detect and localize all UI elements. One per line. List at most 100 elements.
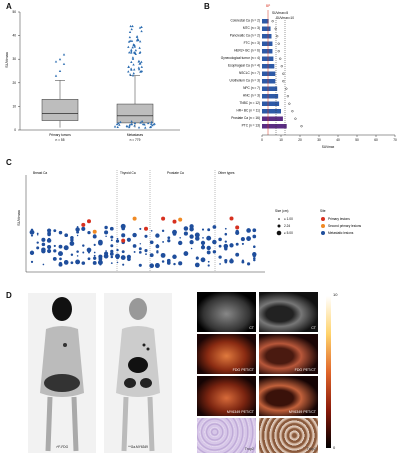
panel-a-outlier: [149, 125, 153, 128]
panel-c-point: [126, 254, 131, 259]
panel-b-xtick: 30: [317, 138, 321, 142]
panel-b-point: [276, 35, 279, 38]
panel-a-outlier: [118, 123, 121, 126]
panel-c-point: [105, 235, 107, 238]
panel-a-outlier: [119, 120, 122, 124]
panel-a-outlier: [140, 29, 143, 33]
ct-label-1: CT: [249, 326, 254, 330]
panel-b-bar: [262, 49, 273, 54]
panel-a-outlier: [138, 26, 142, 29]
panel-c-point: [190, 247, 193, 250]
panel-a-outlier: [137, 66, 141, 69]
panel-a-outlier: [132, 51, 136, 54]
panel-c-point: [235, 230, 240, 235]
panel-c-point: [212, 239, 217, 245]
panel-b-xtick: 40: [336, 138, 340, 142]
panel-a-outlier: [146, 121, 150, 125]
panel-a-outlier: [130, 60, 133, 64]
panel-a-outlier: [139, 50, 142, 54]
panel-a-ytick: 10: [12, 104, 16, 108]
panel-c-point: [87, 219, 91, 224]
panel-c-point: [63, 260, 69, 265]
panel-a-outlier: [133, 44, 136, 47]
panel-c-point: [190, 239, 193, 242]
panel-c-point: [29, 229, 35, 235]
panel-c-point: [172, 254, 177, 260]
panel-c-point: [212, 225, 217, 229]
panel-a-outlier: [137, 68, 141, 71]
panel-c-point: [172, 219, 177, 224]
panel-a-outlier: [133, 68, 136, 71]
panel-a-ytick: 30: [12, 57, 16, 61]
panel-c-point: [224, 240, 227, 243]
panel-c-point: [109, 252, 114, 256]
panel-b-point: [286, 95, 289, 98]
panel-a-outlier: [54, 60, 58, 63]
panel-c-point: [87, 248, 91, 253]
panel-a-outlier: [128, 30, 132, 33]
panel-c-point: [36, 246, 40, 250]
panel-c-point: [160, 252, 166, 258]
panel-b-bar: [262, 34, 272, 39]
panel-b-point: [285, 87, 288, 90]
panel-a-outlier: [54, 74, 58, 77]
panel-c-point: [47, 237, 51, 241]
panel-a-outlier: [62, 62, 66, 65]
panel-c-point: [58, 251, 63, 257]
panel-a-outlier: [137, 126, 141, 129]
panel-a-outlier: [117, 122, 120, 125]
panel-a-outlier: [116, 125, 119, 129]
panel-b-bar: [262, 109, 281, 114]
panel-a-outlier: [138, 46, 141, 49]
panel-c-point: [155, 233, 160, 238]
panel-c-point: [194, 232, 200, 238]
panel-b-category-label: MTC (n = 3): [243, 26, 260, 30]
panel-a-outlier: [140, 69, 144, 73]
panel-c-point: [93, 254, 96, 257]
panel-a-group1-label: Primary tumors: [49, 133, 71, 137]
panel-a-outlier: [141, 122, 145, 126]
panel-b-bar: [262, 116, 283, 121]
trop2-label-1: Trop2: [244, 447, 254, 451]
panel-c-point: [93, 234, 97, 238]
panel-c-point: [47, 248, 52, 254]
panel-c-point: [120, 223, 126, 229]
panel-c-point: [36, 232, 39, 235]
panel-c-point: [229, 258, 234, 264]
panel-c-point: [161, 260, 165, 263]
panel-a-box: [41, 99, 79, 121]
trop2-histology-2: Trop2: [259, 418, 318, 453]
panel-a-outlier: [135, 35, 139, 38]
panel-c-point: [93, 251, 96, 254]
panel-c-point: [30, 260, 34, 263]
panel-b-category-label: NPC (n = 7): [243, 86, 260, 90]
panel-a-outlier: [133, 124, 136, 127]
panel-c-point: [75, 227, 80, 232]
panel-c-point: [224, 232, 228, 236]
panel-c-point: [110, 262, 113, 265]
panel-b-point: [282, 80, 285, 83]
panel-a-ytick: 40: [12, 34, 16, 38]
panel-c-point: [81, 226, 86, 231]
panel-c-point: [235, 252, 240, 257]
my6349-label-1: MY6349 PET/CT: [226, 410, 254, 414]
panel-b-bar: [262, 79, 276, 84]
panel-a-outlier: [58, 69, 62, 72]
panel-c-group-other: Other types: [218, 171, 235, 175]
panel-a-outlier: [130, 50, 133, 53]
panel-c-point: [92, 229, 97, 234]
panel-a-outlier: [133, 45, 137, 48]
panel-a-outlier: [130, 51, 133, 54]
panel-c-point: [132, 216, 137, 221]
panel-b-xlabel: SUVmax: [322, 145, 335, 149]
panel-c-point: [229, 216, 234, 221]
panel-c-point: [41, 247, 46, 252]
panel-c-group-prostate: Prostate Ca: [167, 171, 184, 175]
panel-c-point: [98, 259, 103, 264]
panel-a-outlier: [125, 125, 129, 128]
panel-c-point: [200, 245, 206, 250]
panel-c-point: [58, 244, 63, 249]
panel-c-point: [47, 228, 52, 233]
my6349-pet-tile-2: MY6349 PET/CT: [259, 376, 318, 416]
panel-b-xtick: 50: [355, 138, 359, 142]
